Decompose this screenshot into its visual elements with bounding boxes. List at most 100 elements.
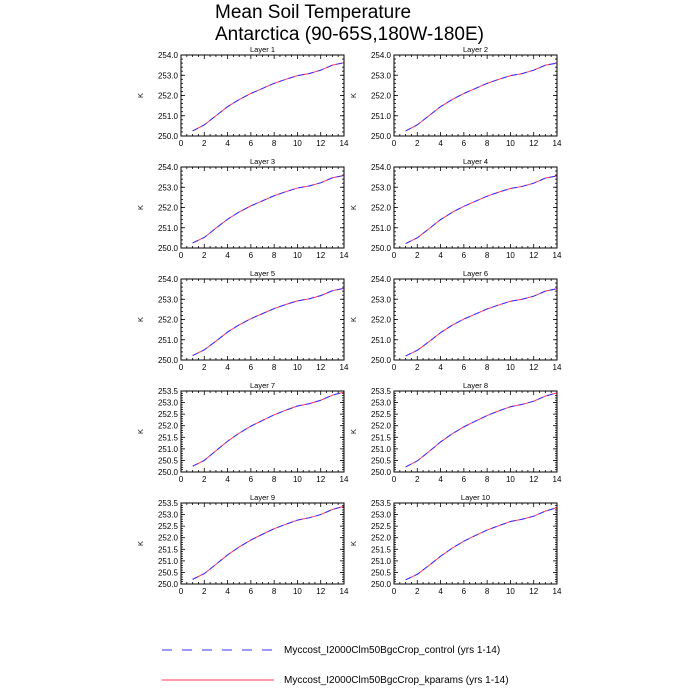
y-tick-label: 250.0 (158, 580, 179, 589)
y-tick-label: 252.0 (371, 204, 392, 213)
x-tick-label: 14 (340, 139, 349, 148)
x-tick-label: 12 (316, 587, 325, 596)
y-tick-label: 250.0 (158, 132, 179, 141)
x-tick-label: 14 (553, 587, 562, 596)
x-tick-label: 2 (415, 475, 420, 484)
panel-title: Layer 2 (463, 45, 488, 54)
x-tick-label: 8 (272, 363, 277, 372)
panels: Layer 1 K 0 2 4 6 8 10 12 14 250.0 251.0 252.0 253.0 2… (136, 45, 562, 596)
x-tick-label: 14 (340, 251, 349, 260)
plot-frame (180, 502, 345, 585)
series-line-control (405, 175, 558, 244)
series-line-control (192, 62, 345, 132)
x-tick-label: 4 (438, 139, 443, 148)
y-tick-label: 251.0 (158, 112, 179, 121)
x-tick-label: 12 (316, 251, 325, 260)
x-tick-label: 8 (272, 251, 277, 260)
x-tick-label: 4 (225, 587, 230, 596)
y-tick-label: 250.5 (158, 456, 179, 465)
x-tick-label: 0 (179, 251, 184, 260)
y-tick-label: 250.0 (371, 244, 392, 253)
x-tick-label: 2 (415, 139, 420, 148)
y-tick-label: 251.0 (371, 557, 392, 566)
y-tick-label: 252.0 (158, 316, 179, 325)
series-line-control (405, 507, 558, 581)
y-tick-label: 253.5 (158, 387, 179, 396)
y-tick-label: 254.0 (158, 275, 179, 284)
y-tick-label: 252.0 (371, 422, 392, 431)
x-tick-label: 2 (415, 363, 420, 372)
x-tick-label: 8 (485, 139, 490, 148)
y-tick-label: 253.5 (158, 499, 179, 508)
x-tick-label: 14 (340, 363, 349, 372)
y-tick-label: 250.5 (371, 568, 392, 577)
x-tick-label: 10 (506, 251, 515, 260)
series-line-kparams (405, 288, 558, 357)
y-tick-label: 252.0 (371, 92, 392, 101)
x-tick-label: 4 (225, 139, 230, 148)
x-tick-label: 4 (225, 475, 230, 484)
x-tick-label: 8 (272, 475, 277, 484)
y-tick-label: 250.0 (371, 468, 392, 477)
x-tick-label: 2 (202, 475, 207, 484)
x-tick-label: 2 (202, 139, 207, 148)
panel-title: Layer 6 (463, 269, 488, 278)
y-tick-label: 253.0 (158, 183, 179, 192)
series-line-control (192, 391, 345, 467)
y-tick-label: 252.0 (371, 534, 392, 543)
x-tick-label: 14 (553, 251, 562, 260)
y-tick-label: 250.0 (158, 356, 179, 365)
series-line-control (192, 287, 345, 356)
y-tick-label: 251.0 (371, 224, 392, 233)
y-tick-label: 251.5 (371, 545, 392, 554)
legend-label-kparams: Myccost_I2000Clm50BgcCrop_kparams (yrs 1… (284, 675, 509, 686)
y-tick-label: 251.5 (158, 545, 179, 554)
x-tick-label: 12 (316, 139, 325, 148)
plot-frame (180, 278, 345, 361)
panel-title: Layer 4 (463, 157, 488, 166)
x-tick-label: 12 (316, 475, 325, 484)
y-tick-label: 253.0 (158, 295, 179, 304)
x-tick-label: 10 (506, 139, 515, 148)
x-tick-label: 12 (529, 251, 538, 260)
x-tick-label: 6 (462, 251, 467, 260)
y-tick-label: 254.0 (371, 51, 392, 60)
x-tick-label: 4 (438, 251, 443, 260)
x-tick-label: 0 (179, 587, 184, 596)
series-line-control (405, 288, 558, 357)
x-tick-label: 14 (340, 475, 349, 484)
x-tick-label: 0 (392, 139, 397, 148)
y-tick-label: 251.0 (158, 445, 179, 454)
x-tick-label: 6 (249, 587, 254, 596)
x-tick-label: 14 (553, 363, 562, 372)
y-tick-label: 253.0 (158, 71, 179, 80)
y-tick-label: 251.5 (371, 433, 392, 442)
series-line-control (192, 505, 345, 580)
series-line-kparams (192, 391, 345, 467)
series-line-kparams (405, 175, 558, 244)
series-line-control (192, 175, 345, 244)
panel-title: Layer 1 (250, 45, 275, 54)
y-tick-label: 252.5 (158, 522, 179, 531)
x-tick-label: 0 (392, 475, 397, 484)
panel-title: Layer 7 (250, 381, 275, 390)
x-tick-label: 6 (462, 475, 467, 484)
panel-layer-8: Layer 8 K 0 2 4 6 8 10 12 14 250.0 250.5 251.0 251.5 2… (349, 381, 562, 484)
panel-layer-1: Layer 1 K 0 2 4 6 8 10 12 14 250.0 251.0 252.0 253.0 2… (136, 45, 349, 148)
x-tick-label: 0 (179, 363, 184, 372)
x-tick-label: 10 (506, 363, 515, 372)
x-tick-label: 10 (506, 587, 515, 596)
x-tick-label: 6 (249, 139, 254, 148)
x-tick-label: 14 (340, 587, 349, 596)
x-tick-label: 8 (485, 587, 490, 596)
figure-title-line-2: Antarctica (90-65S,180W-180E) (215, 24, 484, 45)
y-tick-label: 252.5 (371, 410, 392, 419)
figure-title-line-1: Mean Soil Temperature (215, 2, 411, 23)
y-tick-label: 250.0 (158, 244, 179, 253)
panel-title: Layer 5 (250, 269, 275, 278)
x-tick-label: 4 (438, 587, 443, 596)
series-line-kparams (405, 507, 558, 581)
y-tick-label: 254.0 (158, 163, 179, 172)
plot-frame (393, 278, 558, 361)
